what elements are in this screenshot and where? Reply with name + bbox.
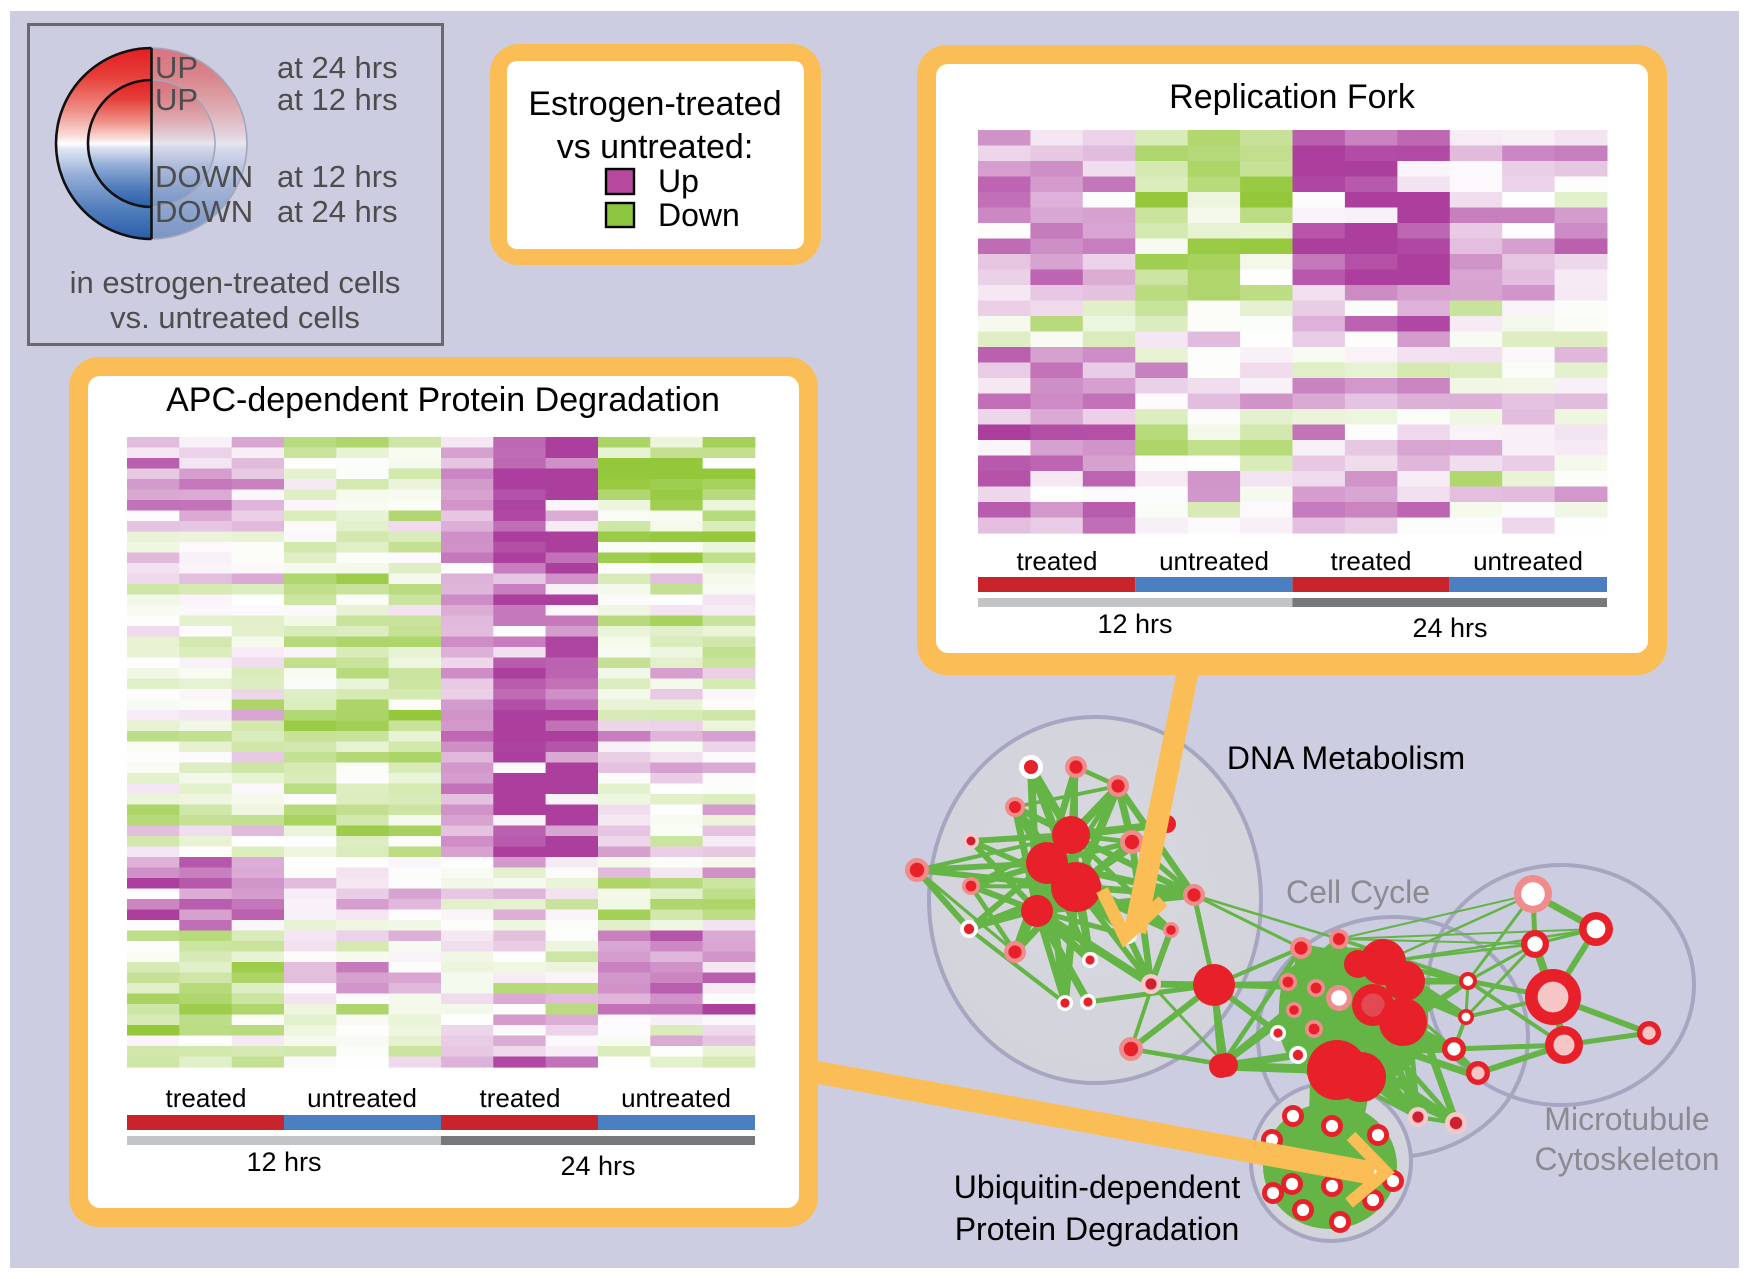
svg-text:treated: treated xyxy=(166,1083,247,1113)
svg-text:12 hrs: 12 hrs xyxy=(246,1147,321,1177)
svg-text:24 hrs: 24 hrs xyxy=(560,1151,635,1181)
svg-text:APC-dependent Protein Degradat: APC-dependent Protein Degradation xyxy=(166,381,720,419)
svg-text:treated: treated xyxy=(480,1083,561,1113)
svg-text:DNA Metabolism: DNA Metabolism xyxy=(1227,740,1465,776)
svg-text:UP: UP xyxy=(155,50,198,85)
svg-text:24 hrs: 24 hrs xyxy=(1412,613,1487,643)
svg-text:Cell Cycle: Cell Cycle xyxy=(1286,874,1430,910)
svg-text:12 hrs: 12 hrs xyxy=(1097,609,1172,639)
svg-text:untreated: untreated xyxy=(1159,546,1269,576)
svg-text:vs untreated:: vs untreated: xyxy=(557,128,754,166)
svg-text:DOWN: DOWN xyxy=(155,159,253,194)
svg-text:untreated: untreated xyxy=(621,1083,731,1113)
svg-text:treated: treated xyxy=(1017,546,1098,576)
svg-text:untreated: untreated xyxy=(1473,546,1583,576)
svg-text:Cytoskeleton: Cytoskeleton xyxy=(1535,1141,1720,1177)
svg-text:Estrogen-treated: Estrogen-treated xyxy=(528,85,781,123)
svg-text:at 24 hrs: at 24 hrs xyxy=(277,194,398,229)
svg-text:Microtubule: Microtubule xyxy=(1544,1101,1709,1137)
svg-text:treated: treated xyxy=(1331,546,1412,576)
svg-text:at 12 hrs: at 12 hrs xyxy=(277,82,398,117)
svg-text:Protein Degradation: Protein Degradation xyxy=(955,1211,1240,1247)
svg-text:Ubiquitin-dependent: Ubiquitin-dependent xyxy=(954,1169,1241,1205)
svg-text:DOWN: DOWN xyxy=(155,194,253,229)
svg-text:Down: Down xyxy=(658,197,740,233)
svg-text:at 24 hrs: at 24 hrs xyxy=(277,50,398,85)
svg-text:untreated: untreated xyxy=(307,1083,417,1113)
svg-text:vs. untreated cells: vs. untreated cells xyxy=(110,300,360,335)
svg-text:at 12 hrs: at 12 hrs xyxy=(277,159,398,194)
svg-text:Up: Up xyxy=(658,163,699,199)
svg-text:UP: UP xyxy=(155,82,198,117)
svg-text:in estrogen-treated cells: in estrogen-treated cells xyxy=(70,265,401,300)
svg-text:Replication Fork: Replication Fork xyxy=(1169,78,1416,116)
